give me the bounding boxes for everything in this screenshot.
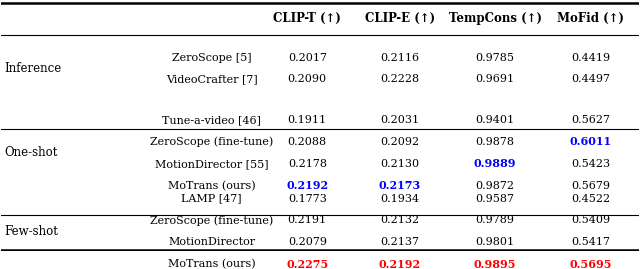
Text: 0.5423: 0.5423 [572,159,611,169]
Text: ZeroScope [5]: ZeroScope [5] [172,52,252,62]
Text: 0.1773: 0.1773 [288,193,326,204]
Text: 0.9895: 0.9895 [474,259,516,269]
Text: MoFid (↑): MoFid (↑) [557,12,624,25]
Text: Inference: Inference [4,62,62,75]
Text: 0.9801: 0.9801 [476,238,515,247]
Text: 0.2228: 0.2228 [380,75,419,84]
Text: ZeroScope (fine-tune): ZeroScope (fine-tune) [150,137,273,147]
Text: Few-shot: Few-shot [4,225,58,238]
Text: 0.6011: 0.6011 [570,136,612,147]
Text: 0.9587: 0.9587 [476,193,515,204]
Text: 0.4522: 0.4522 [572,193,611,204]
Text: 0.4497: 0.4497 [572,75,611,84]
Text: One-shot: One-shot [4,146,58,159]
Text: 0.2031: 0.2031 [380,115,419,125]
Text: 0.9789: 0.9789 [476,215,515,225]
Text: MoTrans (ours): MoTrans (ours) [168,181,255,191]
Text: 0.2192: 0.2192 [379,259,420,269]
Text: MotionDirector [55]: MotionDirector [55] [155,159,269,169]
Text: CLIP-T (↑): CLIP-T (↑) [273,12,341,25]
Text: LAMP [47]: LAMP [47] [181,193,242,204]
Text: 0.2178: 0.2178 [288,159,327,169]
Text: 0.5409: 0.5409 [572,215,611,225]
Text: VideoCrafter [7]: VideoCrafter [7] [166,75,257,84]
Text: ZeroScope (fine-tune): ZeroScope (fine-tune) [150,215,273,226]
Text: 0.5417: 0.5417 [572,238,611,247]
Text: 0.5679: 0.5679 [572,181,611,191]
Text: TempCons (↑): TempCons (↑) [449,12,541,25]
Text: 0.9401: 0.9401 [476,115,515,125]
Text: 0.5695: 0.5695 [570,259,612,269]
Text: 0.9785: 0.9785 [476,52,515,62]
Text: 0.9691: 0.9691 [476,75,515,84]
Text: 0.2017: 0.2017 [288,52,327,62]
Text: 0.2092: 0.2092 [380,137,419,147]
Text: MotionDirector: MotionDirector [168,238,255,247]
Text: 0.2191: 0.2191 [288,215,327,225]
Text: 0.2173: 0.2173 [378,180,420,191]
Text: 0.9878: 0.9878 [476,137,515,147]
Text: CLIP-E (↑): CLIP-E (↑) [365,12,435,25]
Text: 0.2130: 0.2130 [380,159,419,169]
Text: 0.2192: 0.2192 [286,180,328,191]
Text: 0.2132: 0.2132 [380,215,419,225]
Text: 0.2275: 0.2275 [286,259,328,269]
Text: 0.2090: 0.2090 [288,75,327,84]
Text: Tune-a-video [46]: Tune-a-video [46] [162,115,261,125]
Text: MoTrans (ours): MoTrans (ours) [168,259,255,269]
Text: 0.2116: 0.2116 [380,52,419,62]
Text: 0.5627: 0.5627 [572,115,611,125]
Text: 0.2137: 0.2137 [380,238,419,247]
Text: 0.4419: 0.4419 [572,52,611,62]
Text: 0.9889: 0.9889 [474,158,516,169]
Text: 0.2079: 0.2079 [288,238,327,247]
Text: 0.1911: 0.1911 [288,115,327,125]
Text: 0.9872: 0.9872 [476,181,515,191]
Text: 0.1934: 0.1934 [380,193,419,204]
Text: 0.2088: 0.2088 [288,137,327,147]
